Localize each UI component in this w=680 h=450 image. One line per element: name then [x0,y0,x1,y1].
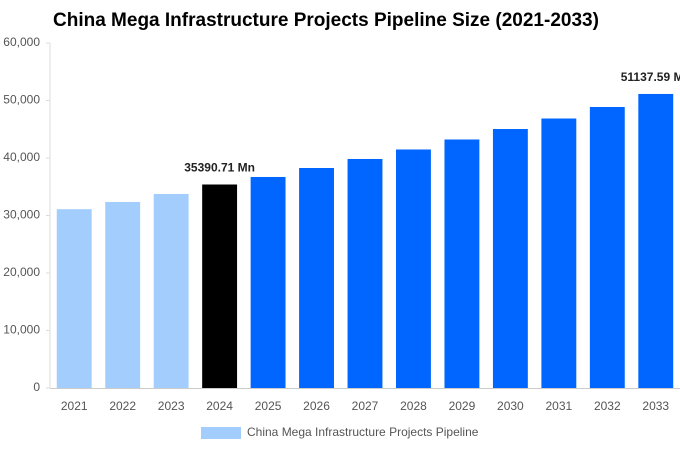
x-tick-label: 2027 [352,399,379,413]
bar [638,93,674,388]
value-label: 51137.59 Mn [621,70,680,84]
chart-title: China Mega Infrastructure Projects Pipel… [53,10,599,31]
x-tick-label: 2022 [109,399,136,413]
y-tick-label: 20,000 [3,265,40,279]
x-tick-label: 2031 [545,399,572,413]
bar [589,106,625,388]
bar [541,118,577,388]
y-tick-label: 10,000 [3,323,40,337]
y-tick-label: 40,000 [3,150,40,164]
bar [202,184,238,388]
bar [444,139,480,388]
value-label: 35390.71 Mn [184,161,255,175]
bar [56,209,92,388]
x-tick-label: 2025 [255,399,282,413]
y-tick-label: 0 [33,380,40,394]
bar [250,176,286,388]
y-tick-label: 30,000 [3,208,40,222]
legend-swatch [201,427,241,439]
bar [299,168,334,388]
bar [396,149,431,388]
bar [105,201,141,388]
x-tick-label: 2029 [449,399,476,413]
bar [492,129,528,388]
x-tick-label: 2023 [158,399,185,413]
y-tick-label: 50,000 [3,93,40,107]
x-tick-label: 2030 [497,399,524,413]
x-tick-label: 2021 [61,399,88,413]
bar [347,158,383,388]
y-tick-label: 60,000 [3,35,40,49]
x-tick-label: 2024 [206,399,233,413]
x-tick-label: 2032 [594,399,621,413]
x-tick-label: 2026 [303,399,330,413]
bar [153,193,189,388]
x-tick-label: 2028 [400,399,427,413]
legend-label: China Mega Infrastructure Projects Pipel… [247,425,479,439]
x-tick-label: 2033 [642,399,669,413]
